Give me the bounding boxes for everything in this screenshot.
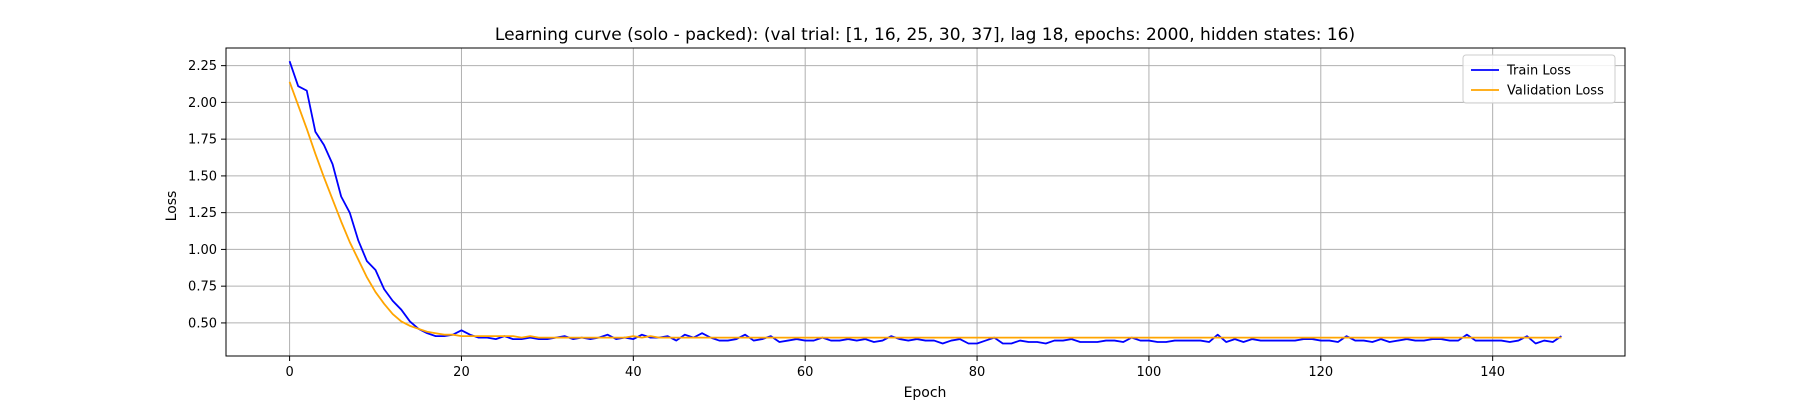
- y-axis-label: Loss: [164, 191, 180, 222]
- y-tick-label: 1.50: [188, 169, 217, 184]
- plot-frame: [225, 47, 1626, 357]
- x-tick-label: 140: [1480, 365, 1505, 380]
- chart-title: Learning curve (solo - packed): (val tri…: [495, 25, 1355, 45]
- y-tick-label: 1.25: [188, 206, 217, 221]
- x-tick-label: 0: [285, 365, 293, 380]
- x-tick-label: 60: [797, 365, 814, 380]
- legend: Train Loss Validation Loss: [1462, 54, 1616, 104]
- x-tick-label: 120: [1308, 365, 1333, 380]
- x-axis-label: Epoch: [904, 385, 947, 400]
- x-tick-label: 20: [453, 365, 470, 380]
- y-tick-label: 0.50: [188, 316, 217, 331]
- y-tick-label: 1.75: [188, 133, 217, 148]
- x-axis: 0 20 40 60 80 100 120 140: [285, 356, 1505, 380]
- y-tick-label: 0.75: [188, 280, 217, 295]
- series-line-validation-loss: [288, 81, 1562, 339]
- x-tick-label: 80: [969, 365, 986, 380]
- legend-box: [1462, 54, 1616, 104]
- series-line-train-loss: [288, 60, 1562, 345]
- y-tick-label: 2.25: [188, 59, 217, 74]
- y-tick-label: 2.00: [188, 96, 217, 111]
- grid: [226, 48, 1625, 356]
- y-tick-label: 1.00: [188, 243, 217, 258]
- y-axis: 0.50 0.75 1.00 1.25 1.50 1.75 2.00 2.25: [188, 59, 226, 331]
- series-group: [288, 60, 1562, 345]
- legend-entry-label: Train Loss: [1506, 64, 1571, 79]
- x-tick-label: 100: [1137, 365, 1162, 380]
- legend-entry-label: Validation Loss: [1507, 84, 1604, 99]
- x-tick-label: 40: [625, 365, 642, 380]
